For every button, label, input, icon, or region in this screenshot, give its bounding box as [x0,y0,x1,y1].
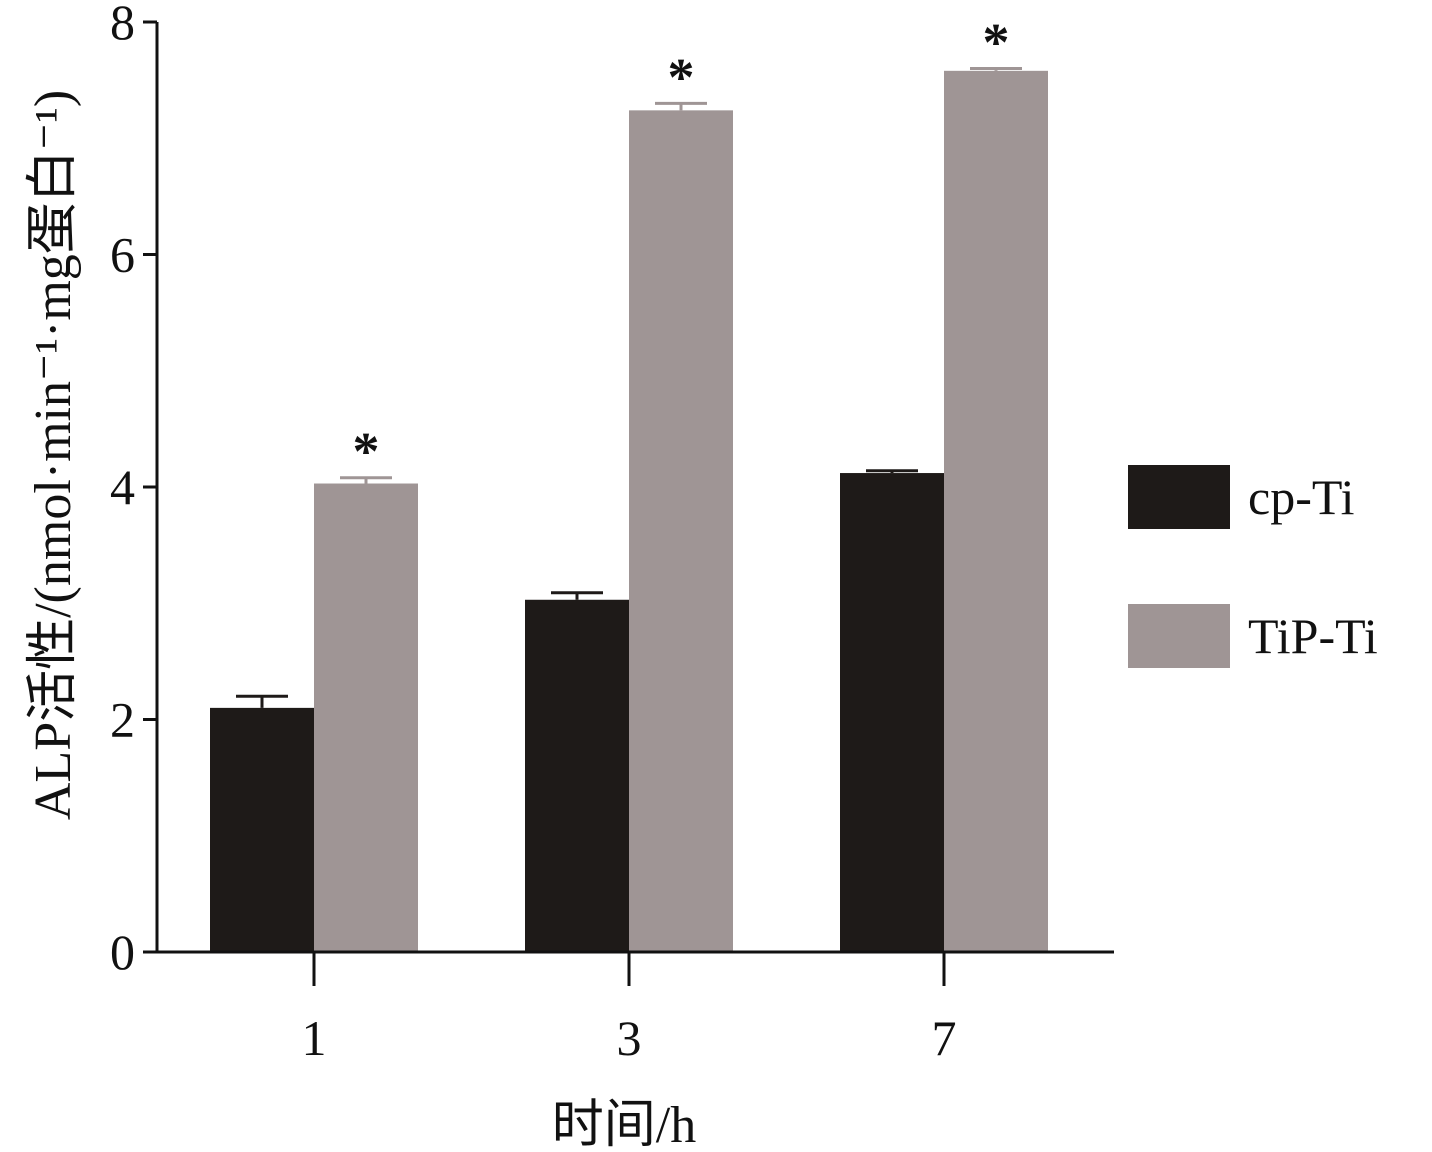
x-tick-label-3: 3 [617,1010,642,1066]
x-tick-label-7: 7 [932,1010,957,1066]
x-axis-title: 时间/h [552,1097,696,1152]
significance-marker-tip-ti-1: * [353,422,380,482]
significance-marker-tip-ti-7: * [983,13,1010,73]
bar-cp-ti-3 [525,599,629,952]
y-ticks: 0 2 4 6 8 [110,0,157,980]
legend-label-tip-ti: TiP-Ti [1248,608,1378,664]
significance-layer: * * * [353,13,1010,482]
x-ticks: 1 3 7 [302,952,957,1066]
bar-tip-ti-3 [629,110,733,953]
x-tick-label-1: 1 [302,1010,327,1066]
bar-cp-ti-1 [210,707,314,952]
bar-cp-ti-7 [840,473,944,952]
bar-tip-ti-7 [944,70,1048,952]
legend-swatch-cp-ti [1128,465,1230,529]
legend: cp-Ti TiP-Ti [1128,465,1378,668]
y-axis-title: ALP活性/(nmol·min⁻¹·mg蛋白⁻¹) [25,90,82,820]
y-tick-label-2: 2 [110,692,135,748]
bar-tip-ti-1 [314,483,418,952]
y-tick-label-4: 4 [110,459,135,515]
y-tick-label-0: 0 [110,924,135,980]
legend-swatch-tip-ti [1128,604,1230,668]
y-tick-label-6: 6 [110,227,135,283]
bars-layer [210,70,1048,953]
significance-marker-tip-ti-3: * [668,47,695,107]
y-tick-label-8: 8 [110,0,135,50]
error-bars-layer [236,67,1022,708]
legend-label-cp-ti: cp-Ti [1248,469,1355,525]
